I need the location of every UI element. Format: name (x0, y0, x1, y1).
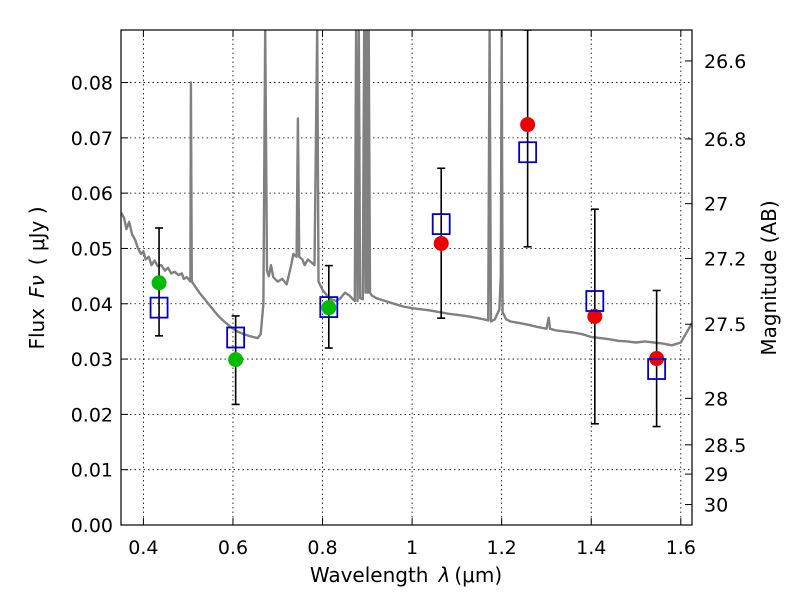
green-point (151, 275, 167, 291)
y-tick-label: 0.08 (71, 73, 113, 95)
model-square-marker (647, 358, 667, 380)
x-tick-label: 0.4 (128, 537, 158, 559)
plot-background (121, 30, 692, 525)
x-tick-label: 1 (406, 537, 418, 559)
data-markers (149, 117, 667, 380)
model-square-marker (585, 290, 605, 312)
y-tick-label: 0.04 (71, 294, 113, 316)
y-tick-label: 0.00 (71, 515, 113, 537)
red-point (520, 117, 536, 133)
y2-tick-label: 27 (704, 194, 728, 216)
x-tick-label: 0.6 (218, 537, 248, 559)
model-spectrum (121, 30, 692, 347)
y-tick-label: 0.02 (71, 404, 113, 426)
red-point (433, 235, 449, 251)
spectrum-line (121, 30, 692, 347)
green-point (321, 300, 337, 316)
y-tick-label: 0.06 (71, 183, 113, 205)
x-tick-label: 1.4 (576, 537, 606, 559)
y2-tick-label: 26.8 (704, 129, 746, 151)
y2-tick-label: 27.5 (704, 314, 746, 336)
y2-tick-label: 28 (704, 388, 728, 410)
y-tick-label: 0.05 (71, 238, 113, 260)
y-tick-label: 0.01 (71, 460, 113, 482)
model-square-marker (149, 296, 169, 319)
y2-tick-label: 29 (704, 464, 728, 486)
y2-tick-label: 27.2 (704, 248, 746, 270)
y2-tick-label: 26.6 (704, 51, 746, 73)
y2-tick-label: 28.5 (704, 435, 746, 457)
tick-labels: 0.4 0.6 0.8 1 1.2 1.4 1.6 0.00 0.01 0.02 0.03 0.04 0… (71, 51, 747, 559)
x-tick-label: 1.2 (487, 537, 517, 559)
y-axis-title: FluxFν( μJy ) (25, 206, 49, 349)
x-tick-label: 1.6 (666, 537, 696, 559)
red-point (587, 308, 603, 324)
y-tick-label: 0.07 (71, 128, 113, 150)
model-square-marker (226, 326, 246, 349)
y2-axis-title: Magnitude (AB) (757, 200, 781, 355)
plot-frame (120, 29, 693, 526)
axis-ticks (121, 30, 692, 526)
model-square-marker (319, 296, 339, 318)
x-tick-label: 0.8 (307, 537, 337, 559)
green-point (228, 352, 244, 368)
y2-tick-label: 30 (704, 495, 728, 517)
y-tick-label: 0.03 (71, 349, 113, 371)
model-square-marker (431, 213, 451, 236)
x-axis-title: Wavelength λ (μm) (310, 563, 502, 587)
model-square-marker (518, 141, 538, 164)
